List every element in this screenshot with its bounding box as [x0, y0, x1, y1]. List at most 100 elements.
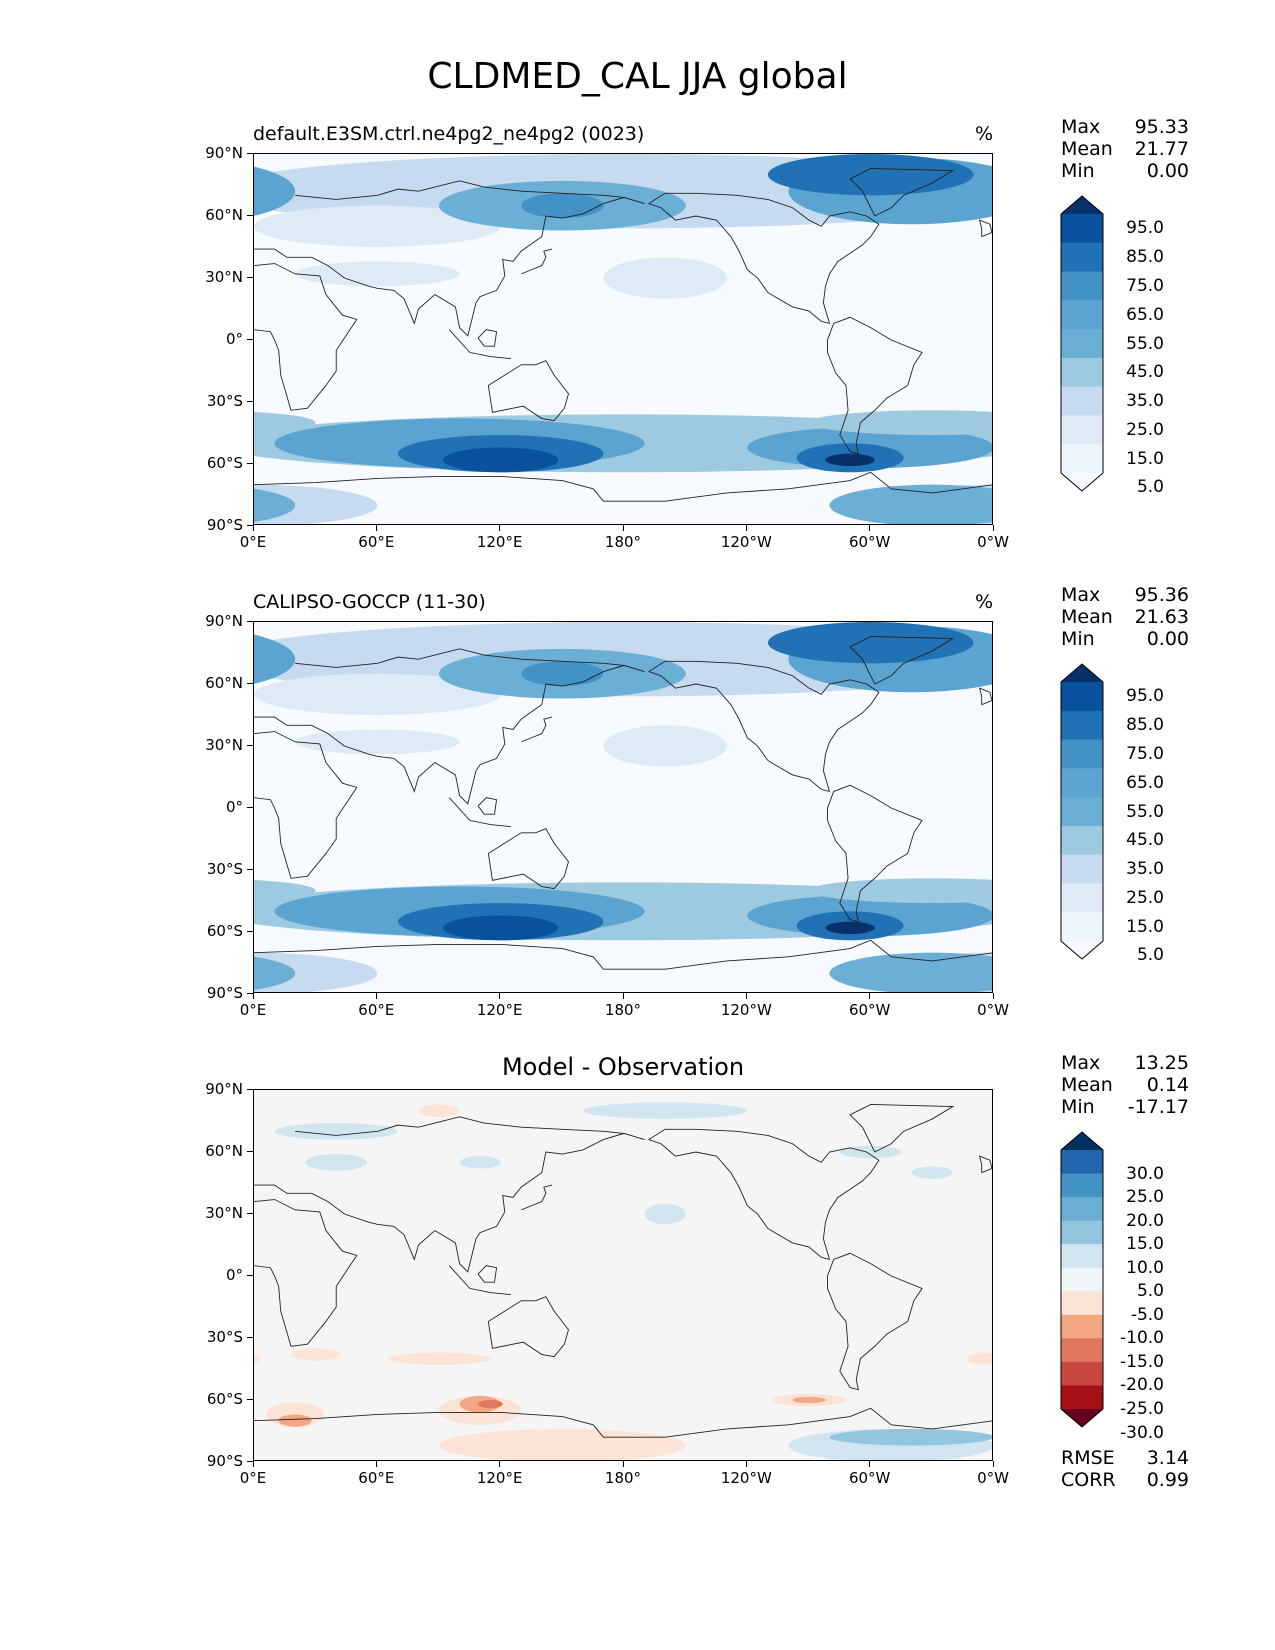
contour-region [387, 1352, 491, 1365]
lat-tick-label: 60°S [206, 454, 243, 472]
colorbar-swatch [1061, 912, 1103, 942]
map-canvas [254, 622, 992, 992]
colorbar-tick-label: 45.0 [1126, 830, 1164, 851]
lat-tick-mark [247, 620, 253, 622]
coastline [521, 1184, 553, 1211]
lon-tick-mark [745, 525, 747, 531]
colorbar-tick-label: -20.0 [1120, 1375, 1164, 1396]
coastline [827, 316, 923, 455]
coastline [827, 1252, 923, 1391]
lon-tick-label: 120°E [476, 1001, 523, 1019]
colorbar-swatch [1061, 710, 1103, 741]
coastline [849, 636, 955, 685]
colorbar-tick-label: 15.0 [1126, 1234, 1164, 1255]
contour-region [254, 488, 296, 522]
lat-tick-mark [247, 400, 253, 402]
lon-tick-mark [622, 993, 624, 999]
panel-title: CALIPSO-GOCCP (11-30) [253, 591, 486, 613]
coastline [827, 784, 923, 923]
stat-value: 21.77 [1134, 138, 1189, 160]
contour-region [278, 1414, 312, 1427]
lat-tick-mark [247, 276, 253, 278]
stat-label: Mean [1061, 138, 1113, 160]
lat-tick-mark [247, 214, 253, 216]
colorbar-swatch [1061, 1197, 1103, 1222]
contour-region [967, 1352, 992, 1365]
contour-region [443, 447, 559, 473]
lon-tick-label: 0°E [239, 1001, 267, 1019]
colorbar [1060, 663, 1104, 960]
coastline [978, 687, 992, 706]
contour-region [254, 1353, 261, 1364]
colorbar-tick-label: 75.0 [1126, 743, 1164, 764]
lat-tick-mark [247, 524, 253, 526]
lat-tick-mark [247, 930, 253, 932]
metric-label: RMSE [1061, 1447, 1115, 1469]
stats-box: Max 95.33 Mean 21.77 Min 0.00 [1061, 116, 1189, 182]
colorbar-tick-label: 20.0 [1126, 1210, 1164, 1231]
lat-tick-mark [247, 1088, 253, 1090]
coastline [477, 1265, 498, 1283]
lon-tick-mark [992, 525, 994, 531]
lon-tick-mark [375, 1461, 377, 1467]
stat-min: Min 0.00 [1061, 628, 1189, 650]
lat-tick-label: 90°S [206, 984, 243, 1002]
colorbar-swatch [1061, 1173, 1103, 1198]
colorbar-swatch [1061, 1220, 1103, 1245]
lat-tick-label: 90°N [205, 144, 243, 162]
contour-region [295, 261, 460, 287]
panel-title: default.E3SM.ctrl.ne4pg2_ne4pg2 (0023) [253, 123, 645, 145]
colorbar [1060, 195, 1104, 492]
colorbar-tick-label: 75.0 [1126, 275, 1164, 296]
colorbar-swatch [1061, 1409, 1103, 1427]
metric-corr: CORR 0.99 [1061, 1469, 1189, 1491]
coastline [254, 1199, 358, 1347]
contour-region [521, 661, 604, 687]
lat-tick-label: 90°S [206, 1452, 243, 1470]
metrics-box: RMSE 3.14 CORR 0.99 [1061, 1447, 1189, 1491]
metric-label: CORR [1061, 1469, 1116, 1491]
colorbar-swatch [1061, 883, 1103, 913]
stat-value: 13.25 [1134, 1052, 1189, 1074]
lon-tick-mark [252, 1461, 254, 1467]
colorbar-tick-label: 15.0 [1126, 916, 1164, 937]
stat-value: 0.00 [1146, 628, 1189, 650]
contour-region [825, 921, 875, 935]
lat-tick-label: 90°N [205, 1080, 243, 1098]
colorbar-swatch [1061, 1291, 1103, 1316]
lon-tick-label: 60°E [358, 1469, 395, 1487]
colorbar-swatch [1061, 1132, 1103, 1150]
coastline [648, 671, 830, 792]
colorbar-tick-label: 25.0 [1126, 419, 1164, 440]
contour-region [829, 1428, 992, 1446]
coastline [254, 471, 992, 502]
stat-label: Max [1061, 116, 1101, 138]
coastline [648, 1139, 830, 1260]
coastline [254, 196, 645, 337]
metric-rmse: RMSE 3.14 [1061, 1447, 1189, 1469]
lon-tick-mark [252, 525, 254, 531]
coastline [648, 1128, 880, 1260]
lon-tick-mark [869, 993, 871, 999]
panel-title: Model - Observation [501, 1053, 745, 1081]
coastline [648, 660, 880, 792]
coastline [521, 248, 553, 275]
lat-tick-mark [247, 1460, 253, 1462]
panel-unit: % [975, 123, 994, 145]
colorbar-tick-label: 35.0 [1126, 391, 1164, 412]
lon-tick-label: 0°E [239, 1469, 267, 1487]
colorbar-swatch [1061, 300, 1103, 330]
contour-region [829, 952, 992, 992]
panel-unit: % [975, 591, 994, 613]
contour-map [253, 153, 993, 525]
colorbar-swatch [1061, 271, 1103, 301]
coastline [487, 1296, 569, 1358]
colorbar-swatch [1061, 941, 1103, 959]
coastline [477, 329, 498, 347]
colorbar-outline [1060, 1131, 1104, 1428]
stat-value: 21.63 [1134, 606, 1189, 628]
colorbar-tick-label: 95.0 [1126, 686, 1164, 707]
difference-map [253, 1089, 993, 1461]
colorbar-tick-label: -15.0 [1120, 1351, 1164, 1372]
lat-tick-mark [247, 682, 253, 684]
